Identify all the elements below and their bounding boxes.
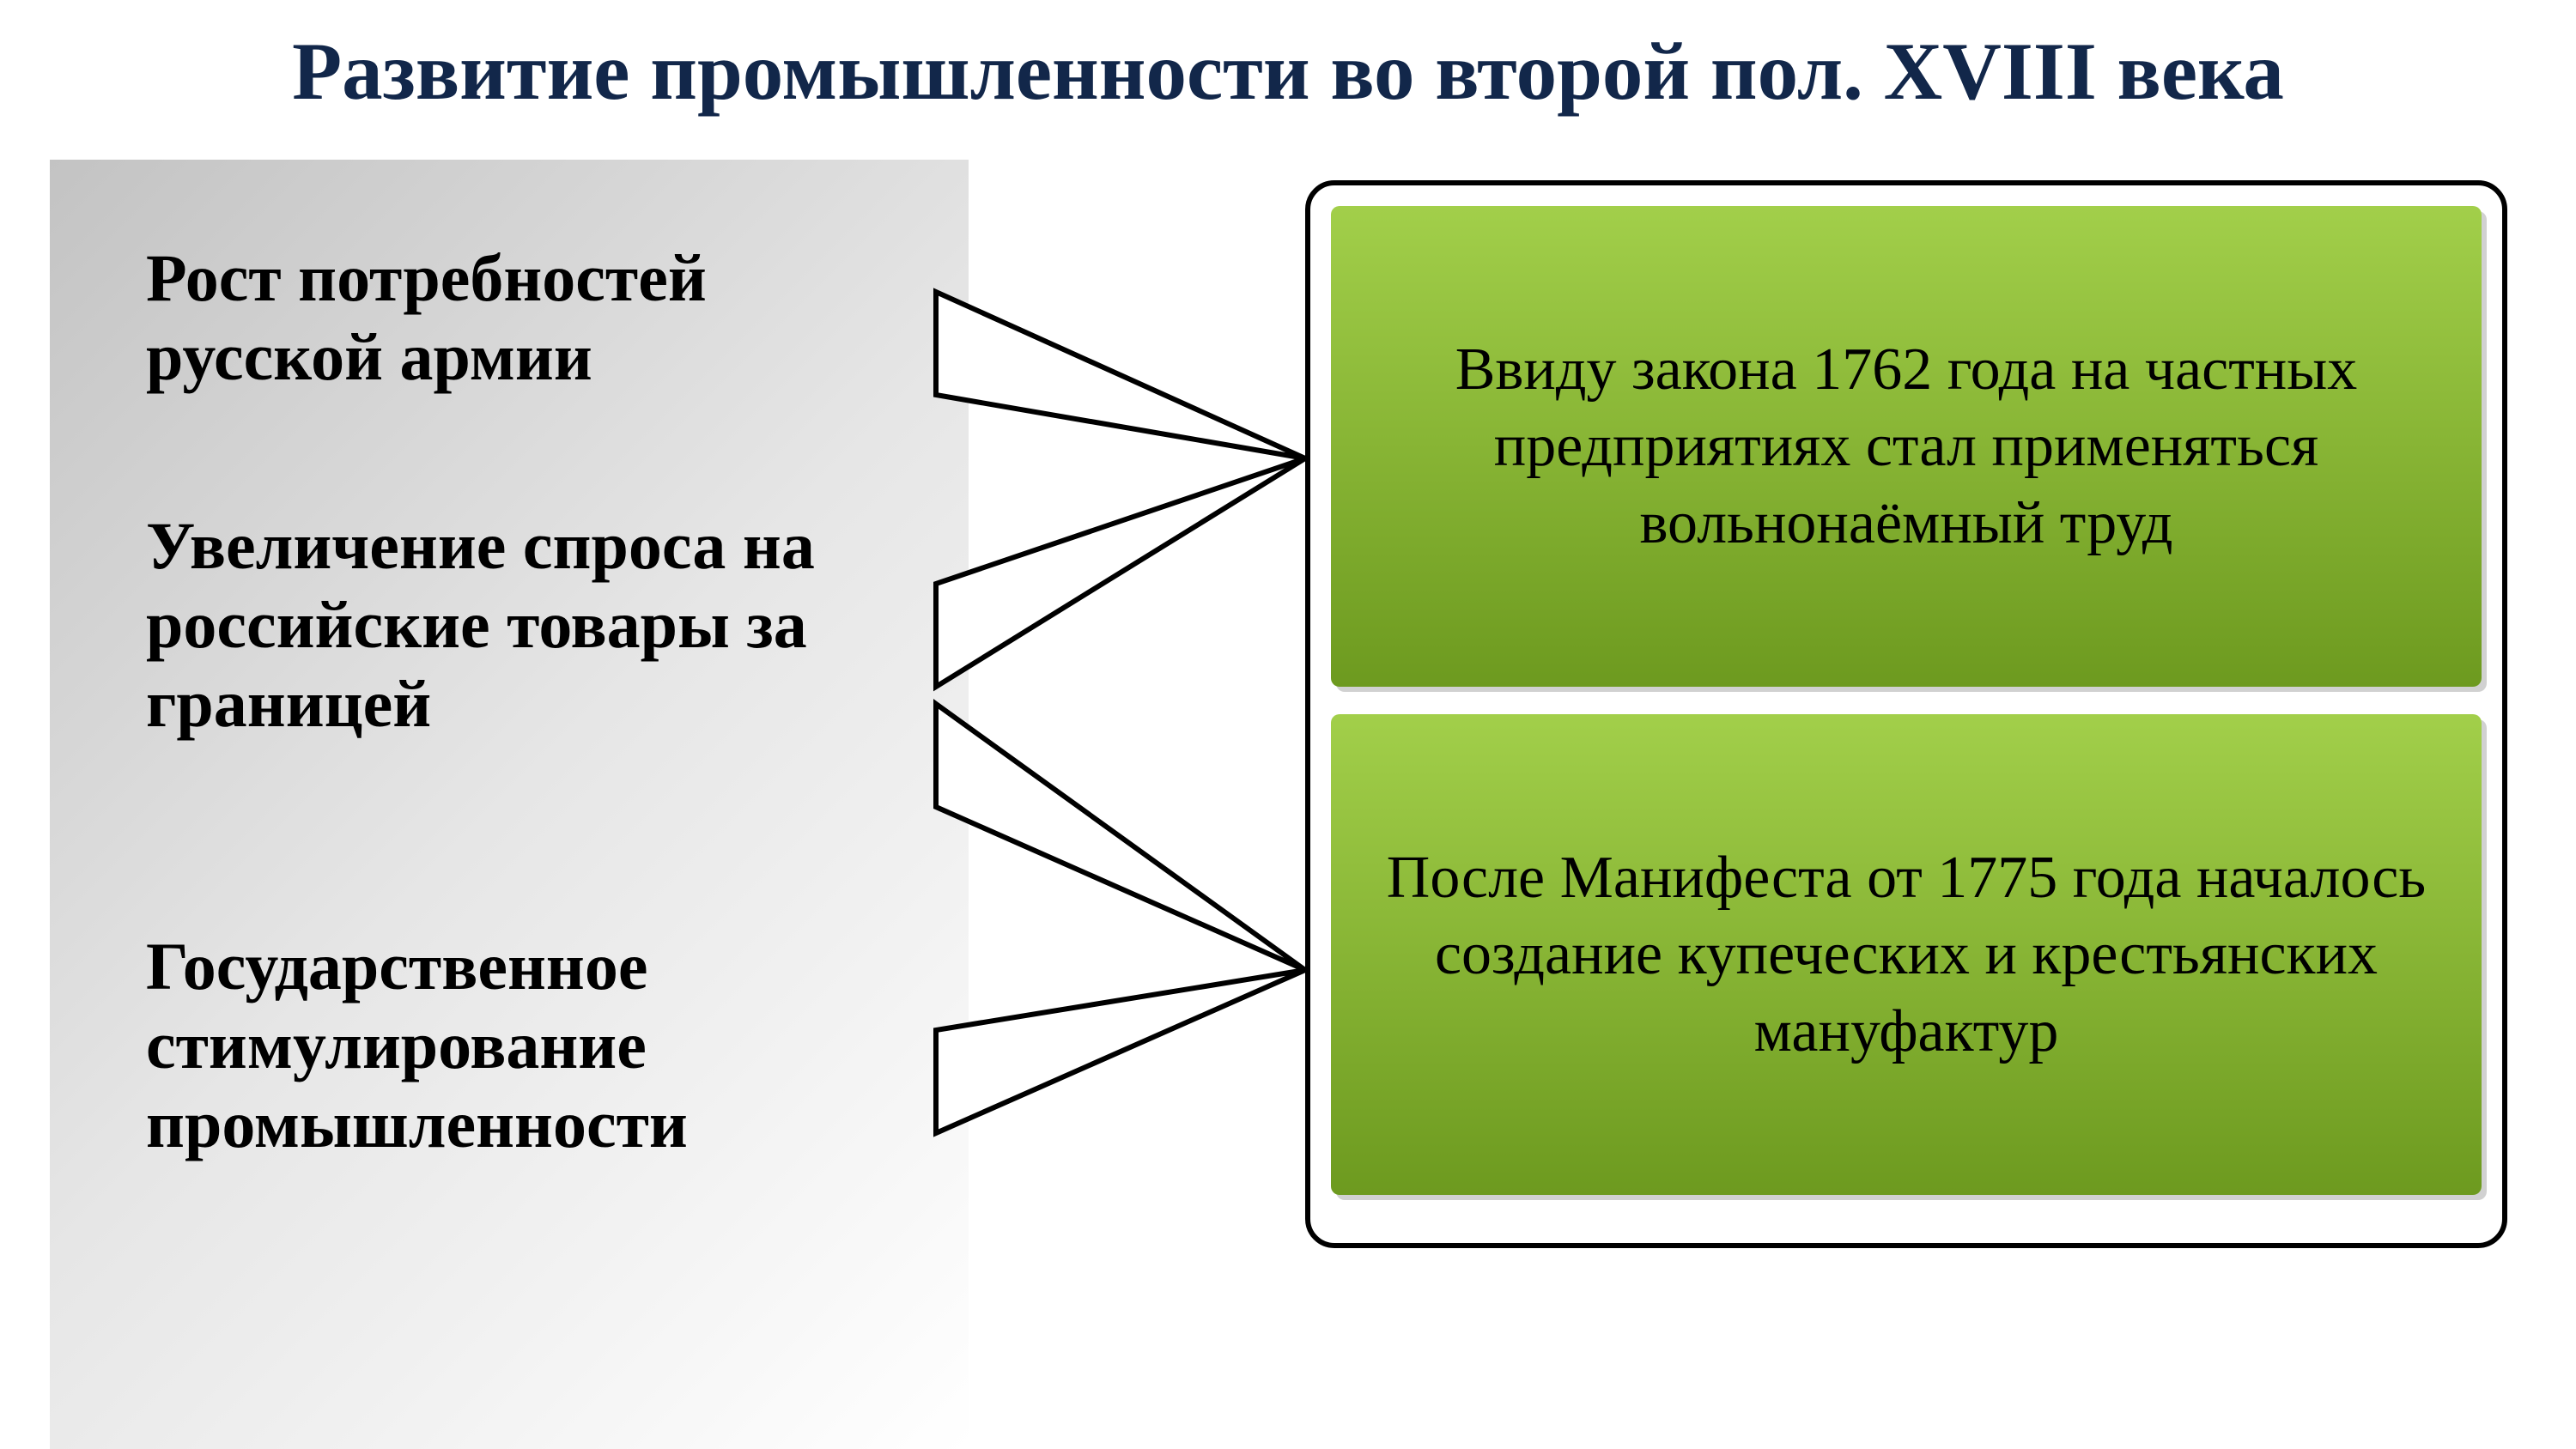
slide-title: Развитие промышленности во второй пол. X… [0,24,2576,118]
green-box-1: Ввиду закона 1762 года на частных предпр… [1331,206,2482,687]
right-container: Ввиду закона 1762 года на частных предпр… [1305,180,2507,1248]
arrow-triangle [936,970,1305,1133]
arrow-triangle [936,292,1305,458]
left-item-3: Государственное стимулирование промышлен… [146,927,936,1164]
arrow-triangle [936,458,1305,687]
arrow-triangle [936,704,1305,970]
green-box-2: После Манифеста от 1775 года началось со… [1331,714,2482,1195]
left-item-2: Увеличение спроса на российские товары з… [146,506,936,743]
left-item-1: Рост потребностей русской армии [146,239,936,397]
